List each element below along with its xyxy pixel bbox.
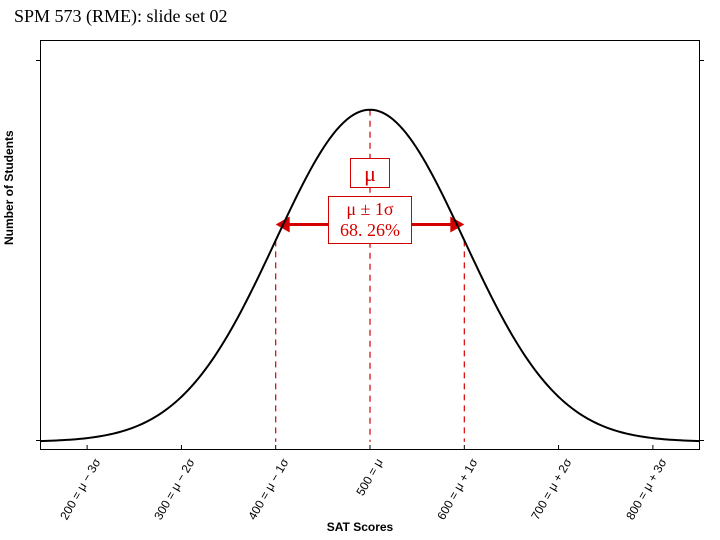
x-tick-label: 400 = μ − 1σ bbox=[246, 456, 292, 522]
x-tick-label: 500 = μ bbox=[354, 456, 386, 498]
x-axis-label: SAT Scores bbox=[327, 520, 393, 534]
mu-annotation-box: μ bbox=[350, 158, 390, 188]
slide-title: SPM 573 (RME): slide set 02 bbox=[14, 6, 228, 27]
x-tick-label: 300 = μ − 2σ bbox=[151, 456, 197, 522]
y-tick bbox=[700, 440, 704, 441]
y-tick bbox=[700, 60, 704, 61]
sigma-percent-text: 68. 26% bbox=[329, 220, 411, 241]
one-sigma-annotation-box: μ ± 1σ 68. 26% bbox=[328, 196, 412, 244]
x-tick-label: 600 = μ + 1σ bbox=[434, 456, 480, 522]
x-tick-label: 200 = μ − 3σ bbox=[57, 456, 103, 522]
x-tick-label: 800 = μ + 3σ bbox=[623, 456, 669, 522]
sigma-range-text: μ ± 1σ bbox=[329, 199, 411, 220]
x-tick-marks bbox=[87, 445, 653, 450]
y-axis-label: Number of Students bbox=[2, 130, 16, 245]
mu-symbol: μ bbox=[364, 161, 376, 186]
y-tick bbox=[36, 440, 40, 441]
y-tick bbox=[36, 60, 40, 61]
normal-distribution-chart bbox=[40, 40, 700, 450]
x-tick-label: 700 = μ + 2σ bbox=[528, 456, 574, 522]
